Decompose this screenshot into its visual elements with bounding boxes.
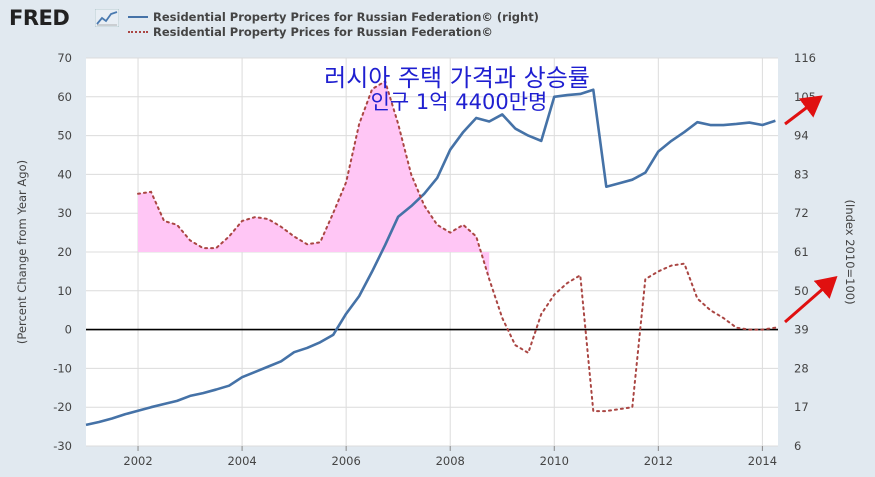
- y-axis-right-label: (Index 2010=100): [843, 199, 857, 304]
- red-arrow-lower: [784, 276, 838, 324]
- x-tick-label: 2014: [748, 454, 777, 468]
- y-left-tick-label: 0: [65, 323, 72, 337]
- legend-label: Residential Property Prices for Russian …: [153, 10, 539, 24]
- y-left-tick-label: 40: [57, 167, 72, 181]
- x-axis-ticks: 2002 2004 2006 2008 2010 2012 2014: [123, 446, 777, 468]
- fred-logo[interactable]: FRED: [9, 6, 70, 30]
- y-left-tick-label: 30: [57, 206, 72, 220]
- y-left-tick-label: 20: [57, 245, 72, 259]
- red-arrow-upper: [784, 95, 823, 126]
- y-left-tick-label: 70: [57, 51, 72, 65]
- x-tick-label: 2008: [436, 454, 465, 468]
- y-right-tick-label: 83: [794, 167, 809, 181]
- y-left-tick-label: 50: [57, 129, 72, 143]
- y-right-tick-label: 50: [794, 284, 809, 298]
- y-right-tick-label: 116: [794, 51, 816, 65]
- y-right-tick-label: 28: [794, 361, 809, 375]
- y-right-tick-label: 39: [794, 323, 809, 337]
- x-tick-label: 2012: [644, 454, 673, 468]
- y-right-tick-label: 17: [794, 400, 809, 414]
- y-left-tick-label: 60: [57, 90, 72, 104]
- y-axis-left-label: (Percent Change from Year Ago): [15, 160, 29, 344]
- x-tick-label: 2010: [540, 454, 569, 468]
- series-pct-change-line[interactable]: [137, 79, 777, 413]
- annotation-subtitle: 인구 1억 4400만명: [371, 90, 548, 114]
- graph-header: FRED Residential Property Prices for Rus…: [0, 0, 875, 44]
- y-left-tick-label: 10: [57, 284, 72, 298]
- line-chart-icon: [95, 9, 119, 27]
- series-index-line[interactable]: [85, 88, 776, 427]
- x-tick-label: 2006: [332, 454, 361, 468]
- y-right-tick-label: 94: [794, 129, 809, 143]
- y-right-tick-label: 61: [794, 245, 809, 259]
- annotation-title: 러시아 주택 가격과 상승률: [324, 64, 590, 92]
- highlight-area: [138, 81, 490, 280]
- x-tick-label: 2004: [227, 454, 256, 468]
- y-left-tick-label: -30: [53, 439, 72, 453]
- y-axis-left-ticks: 70 60 50 40 30 20 10 0 -10 -20 -30: [53, 51, 72, 453]
- x-tick-label: 2002: [123, 454, 152, 468]
- y-right-tick-label: 72: [794, 206, 809, 220]
- legend-dotted-swatch: [128, 31, 148, 33]
- legend-solid-swatch: [128, 16, 148, 18]
- y-left-tick-label: -10: [53, 361, 72, 375]
- y-left-tick-label: -20: [53, 400, 72, 414]
- legend-label: Residential Property Prices for Russian …: [153, 25, 493, 39]
- y-right-tick-label: 6: [794, 439, 801, 453]
